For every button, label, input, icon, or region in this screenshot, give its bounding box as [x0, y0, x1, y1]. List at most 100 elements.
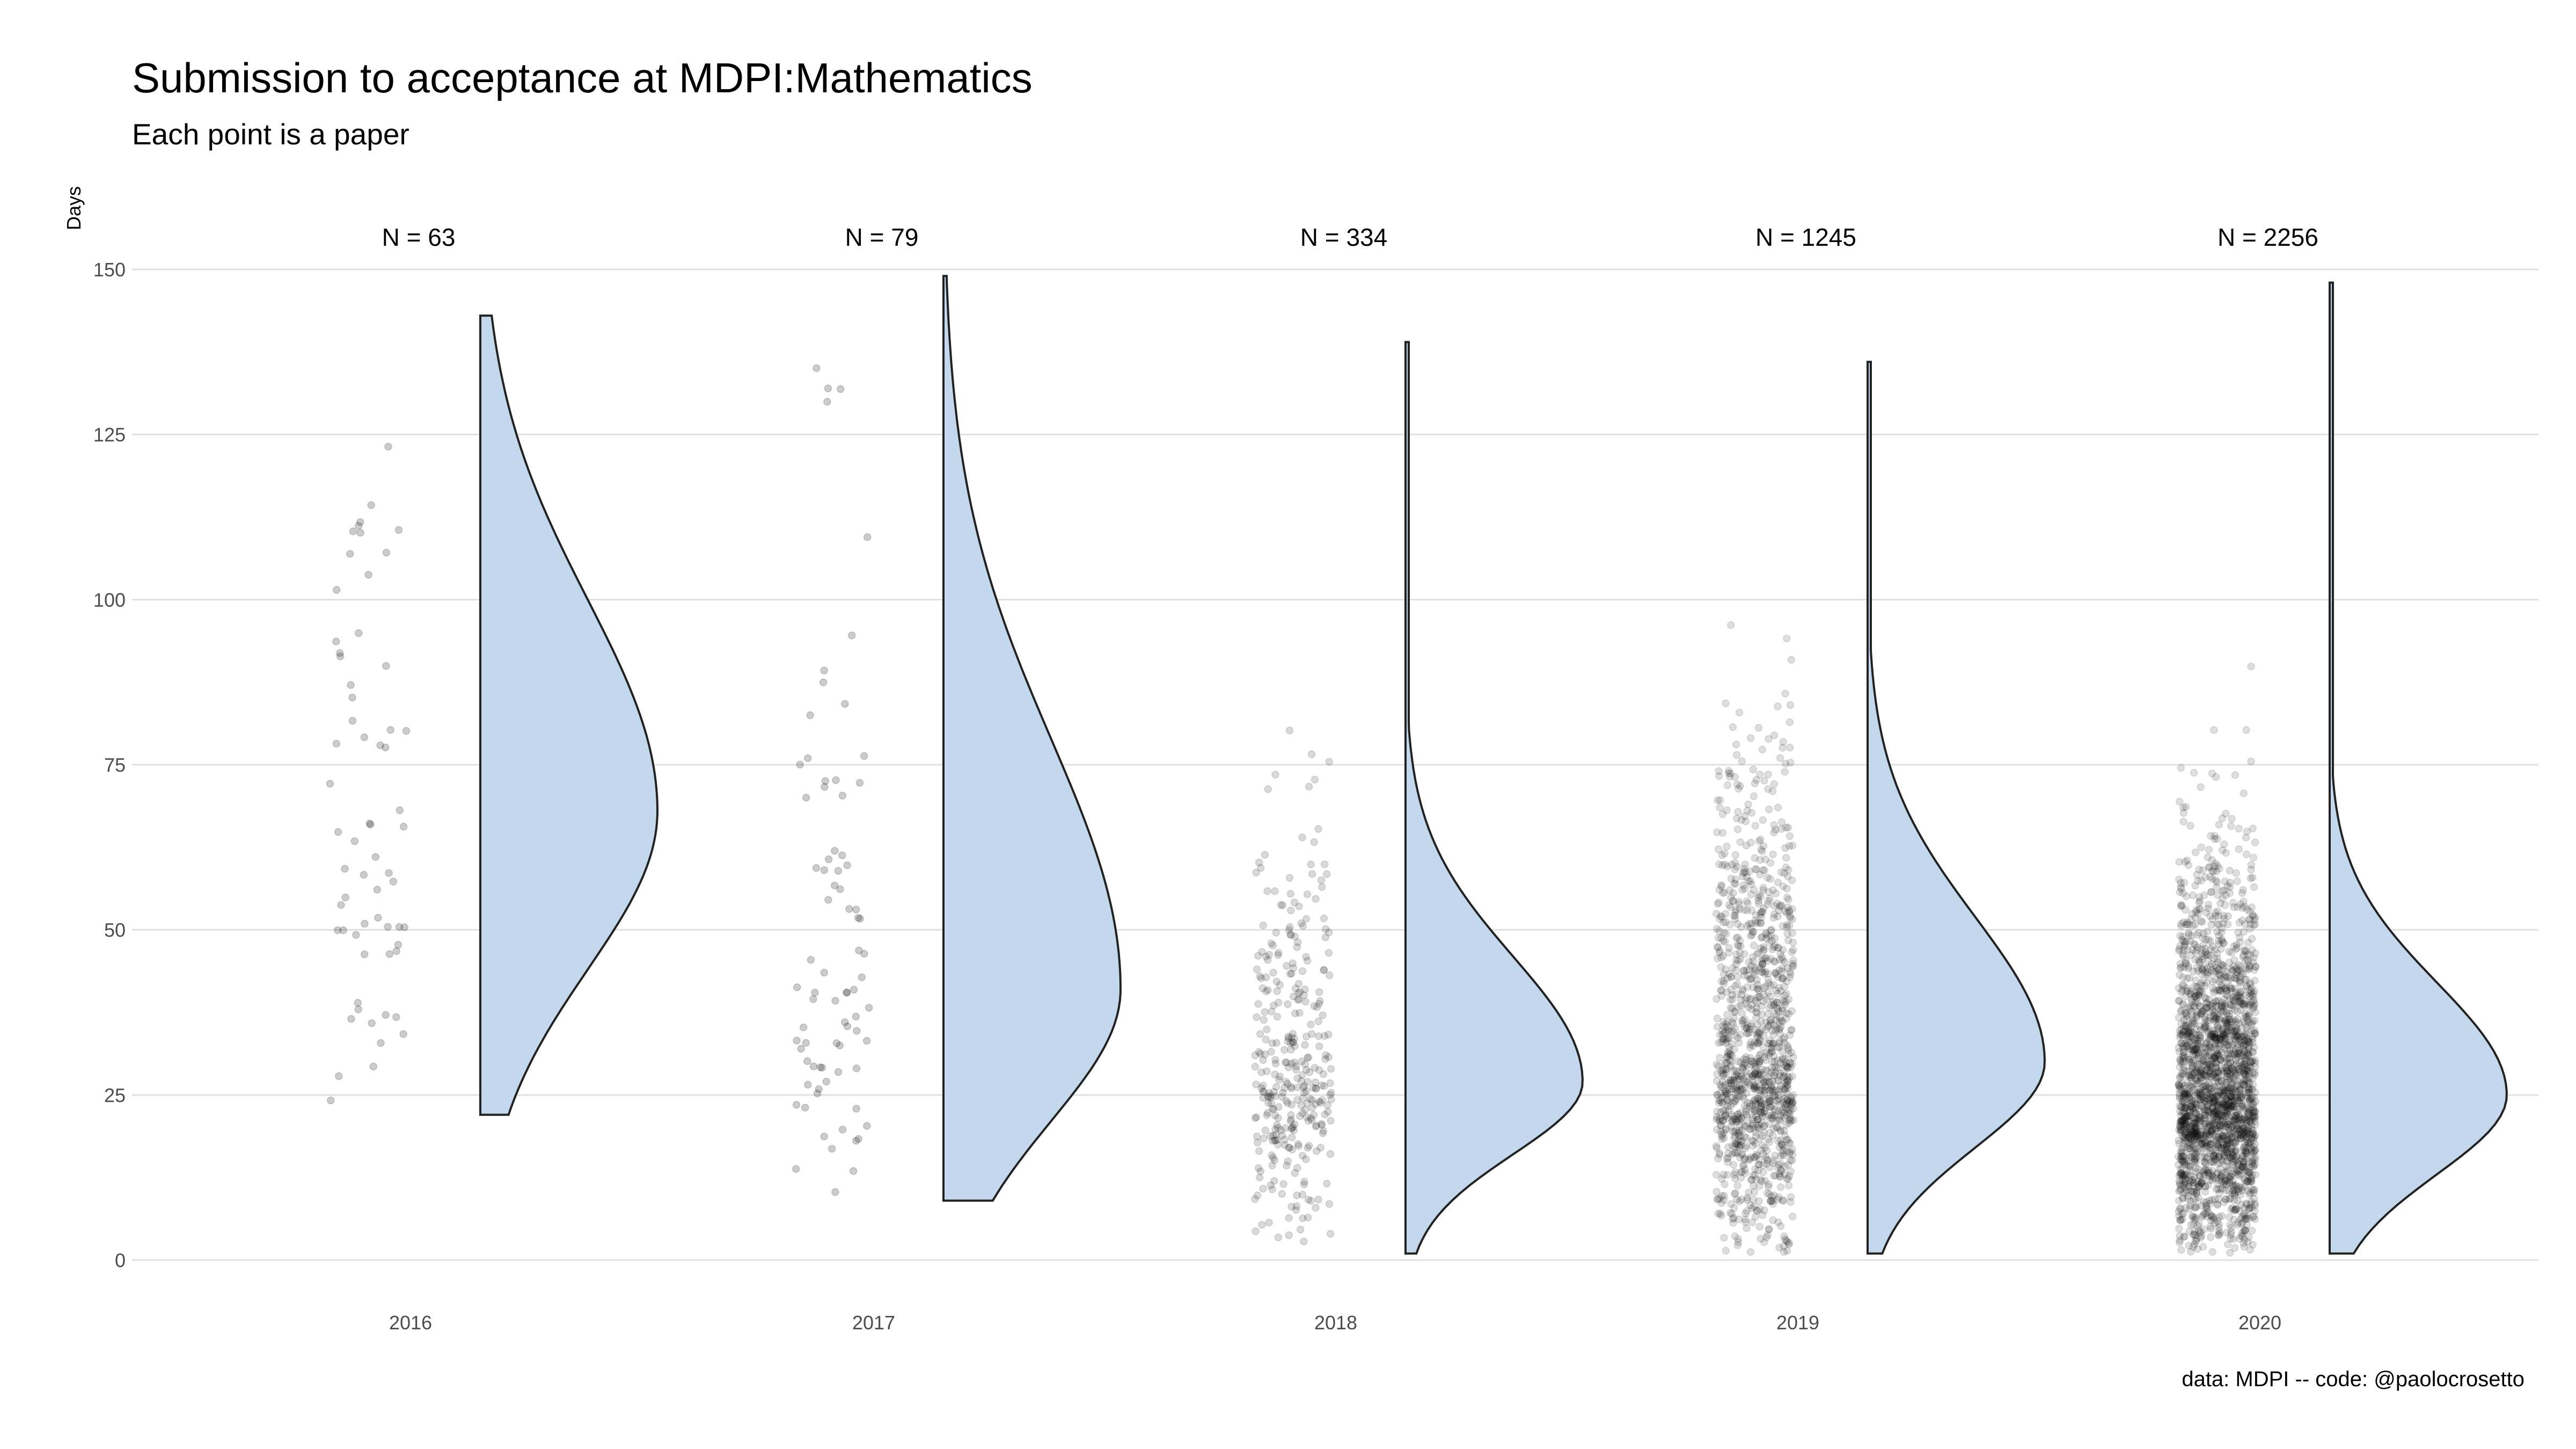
data-point [2191, 881, 2199, 890]
data-point [1726, 920, 1734, 929]
data-point [1766, 1120, 1774, 1128]
data-point [1736, 838, 1744, 846]
data-point [1299, 1214, 1307, 1223]
data-point [1742, 841, 1751, 850]
data-point [2241, 956, 2250, 964]
data-point [1715, 860, 1723, 868]
data-point [1280, 1136, 1289, 1144]
data-point [1788, 1060, 1796, 1068]
data-point [2218, 1064, 2226, 1072]
data-point [1721, 910, 1730, 918]
data-point [1783, 1096, 1791, 1104]
data-point [792, 1101, 801, 1109]
data-point [1302, 1066, 1311, 1074]
data-point [1717, 963, 1725, 971]
data-point [1725, 1082, 1733, 1091]
data-point [1327, 1095, 1336, 1103]
data-point [1747, 906, 1756, 914]
data-point [1763, 1039, 1772, 1048]
data-point [1736, 1128, 1744, 1137]
data-point [1297, 1101, 1305, 1110]
data-point [2204, 1141, 2212, 1150]
data-point [1252, 868, 1260, 877]
data-point [1779, 1150, 1787, 1158]
data-point [1730, 1214, 1738, 1222]
data-point [1739, 1161, 1747, 1169]
data-point [1751, 1153, 1759, 1161]
data-point [1781, 1132, 1789, 1140]
data-point [1735, 785, 1743, 793]
x-tick-label: 2018 [1314, 1312, 1357, 1334]
data-point [350, 837, 359, 845]
data-point [1769, 1072, 1778, 1080]
data-point [1782, 1014, 1790, 1022]
data-point [1313, 1003, 1321, 1011]
data-point [1720, 1191, 1728, 1200]
data-point [1747, 1057, 1755, 1065]
data-point [2195, 992, 2203, 1000]
data-point [2221, 1101, 2229, 1109]
data-point [1747, 1176, 1755, 1184]
data-point [1760, 1108, 1768, 1116]
data-point [1740, 1055, 1748, 1063]
data-point [1769, 980, 1777, 989]
data-point [2175, 797, 2184, 806]
data-point [2198, 918, 2206, 926]
data-point [1284, 1063, 1293, 1072]
data-point [1256, 1050, 1264, 1058]
data-point [1718, 1192, 1726, 1200]
data-point [2175, 1225, 2183, 1233]
data-point [2177, 902, 2185, 911]
data-point [1743, 1022, 1752, 1030]
data-point [1753, 1070, 1762, 1079]
data-point [1775, 1100, 1784, 1109]
data-point [1757, 944, 1765, 953]
data-point [1788, 1097, 1796, 1106]
data-point [1291, 984, 1300, 993]
data-point [1256, 1167, 1265, 1175]
data-point [1753, 1033, 1762, 1041]
data-point [1731, 875, 1740, 883]
data-point [1754, 948, 1762, 957]
data-point [2229, 1161, 2237, 1169]
data-point [1286, 931, 1294, 939]
data-point [1732, 1118, 1740, 1126]
data-point [1738, 872, 1746, 881]
data-point [1264, 785, 1272, 793]
data-point [1281, 1058, 1290, 1066]
data-point [1747, 838, 1755, 847]
data-point [1780, 1170, 1789, 1179]
data-point [1767, 1081, 1775, 1089]
data-point [2216, 1229, 2224, 1238]
data-point [1788, 929, 1796, 937]
data-point [1719, 1035, 1728, 1043]
data-point [1290, 1035, 1298, 1043]
data-point [1747, 994, 1755, 1002]
data-point [2214, 912, 2223, 920]
data-point [1786, 1117, 1795, 1125]
data-point [1731, 1148, 1739, 1157]
data-point [815, 1085, 823, 1093]
data-point [1287, 1203, 1296, 1211]
data-point [1257, 974, 1265, 983]
data-point [1750, 1108, 1758, 1116]
data-point [2183, 1128, 2191, 1136]
data-point [341, 865, 349, 873]
data-point [1301, 985, 1309, 993]
data-point [1716, 1108, 1725, 1116]
data-point [1766, 992, 1774, 1001]
data-point [1713, 1077, 1721, 1085]
data-point [831, 1188, 839, 1196]
data-point [1784, 936, 1792, 945]
data-point [1739, 1063, 1747, 1071]
data-point [843, 988, 851, 997]
data-point [356, 529, 364, 537]
data-point [1725, 944, 1733, 952]
data-point [793, 983, 801, 992]
data-point [1769, 1001, 1778, 1009]
data-point [2192, 1234, 2201, 1242]
data-point [1742, 1056, 1751, 1064]
data-point [1741, 860, 1749, 868]
data-point [2180, 1028, 2188, 1036]
data-point [1721, 1035, 1730, 1044]
